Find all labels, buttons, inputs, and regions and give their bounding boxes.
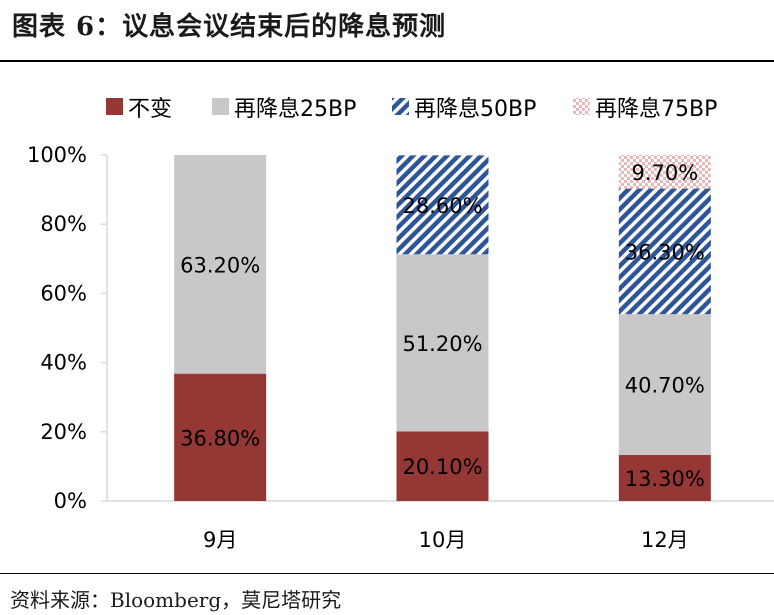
x-tick-label: 10月 xyxy=(419,528,467,552)
bar-segment-hold xyxy=(174,373,267,501)
bar-value-label: 51.20% xyxy=(402,332,482,356)
bar-segment-hold xyxy=(396,431,489,501)
y-tick-label: 40% xyxy=(40,351,87,375)
x-tick-label: 9月 xyxy=(203,528,237,552)
y-tick-label: 0% xyxy=(54,489,87,513)
y-tick-label: 100% xyxy=(27,143,87,167)
legend-swatch-hold xyxy=(106,98,123,115)
chart-bars xyxy=(174,155,711,501)
bar-segment-cut50 xyxy=(618,188,711,315)
y-tick-label: 20% xyxy=(40,420,87,444)
stacked-bar-chart: 不变 再降息25BP 再降息50BP 再降息75BP 0% 20% 40% 60% 80% 10… xyxy=(27,97,774,552)
legend-swatch-cut50 xyxy=(392,98,409,115)
chart-data-labels: 36.80% 63.20% 20.10% 51.20% 28.60% 13.30% 40.7… xyxy=(180,161,705,491)
y-tick-label: 80% xyxy=(40,212,87,236)
bar-value-label: 9.70% xyxy=(631,161,698,185)
title-divider xyxy=(0,60,774,62)
bar-segment-cut50 xyxy=(396,155,489,255)
bar-value-label: 28.60% xyxy=(402,194,482,218)
bar-value-label: 13.30% xyxy=(625,467,705,491)
chart-legend: 不变 再降息25BP 再降息50BP 再降息75BP xyxy=(106,97,717,122)
source-note: 资料来源：Bloomberg，莫尼塔研究 xyxy=(10,588,342,612)
x-tick-label: 12月 xyxy=(641,528,689,552)
chart-title: 图表 6：议息会议结束后的降息预测 xyxy=(12,12,447,42)
legend-label-cut50: 再降息50BP xyxy=(414,97,536,122)
bar-segment-cut75 xyxy=(618,155,711,189)
legend-swatch-cut75 xyxy=(573,98,590,115)
legend-swatch-cut25 xyxy=(212,98,229,115)
bar-segment-cut25 xyxy=(618,314,711,455)
legend-label-cut25: 再降息25BP xyxy=(234,97,356,122)
bar-segment-cut25 xyxy=(396,254,489,432)
bar-value-label: 36.80% xyxy=(180,426,260,450)
bar-value-label: 36.30% xyxy=(625,240,705,264)
footer-divider xyxy=(0,573,774,574)
legend-label-cut75: 再降息75BP xyxy=(595,97,717,122)
bar-segment-hold xyxy=(618,454,711,501)
legend-label-hold: 不变 xyxy=(128,97,172,122)
bar-value-label: 40.70% xyxy=(625,374,705,398)
bar-value-label: 63.20% xyxy=(180,253,260,277)
bar-value-label: 20.10% xyxy=(402,455,482,479)
y-tick-label: 60% xyxy=(40,281,87,305)
bar-segment-cut25 xyxy=(174,155,267,374)
